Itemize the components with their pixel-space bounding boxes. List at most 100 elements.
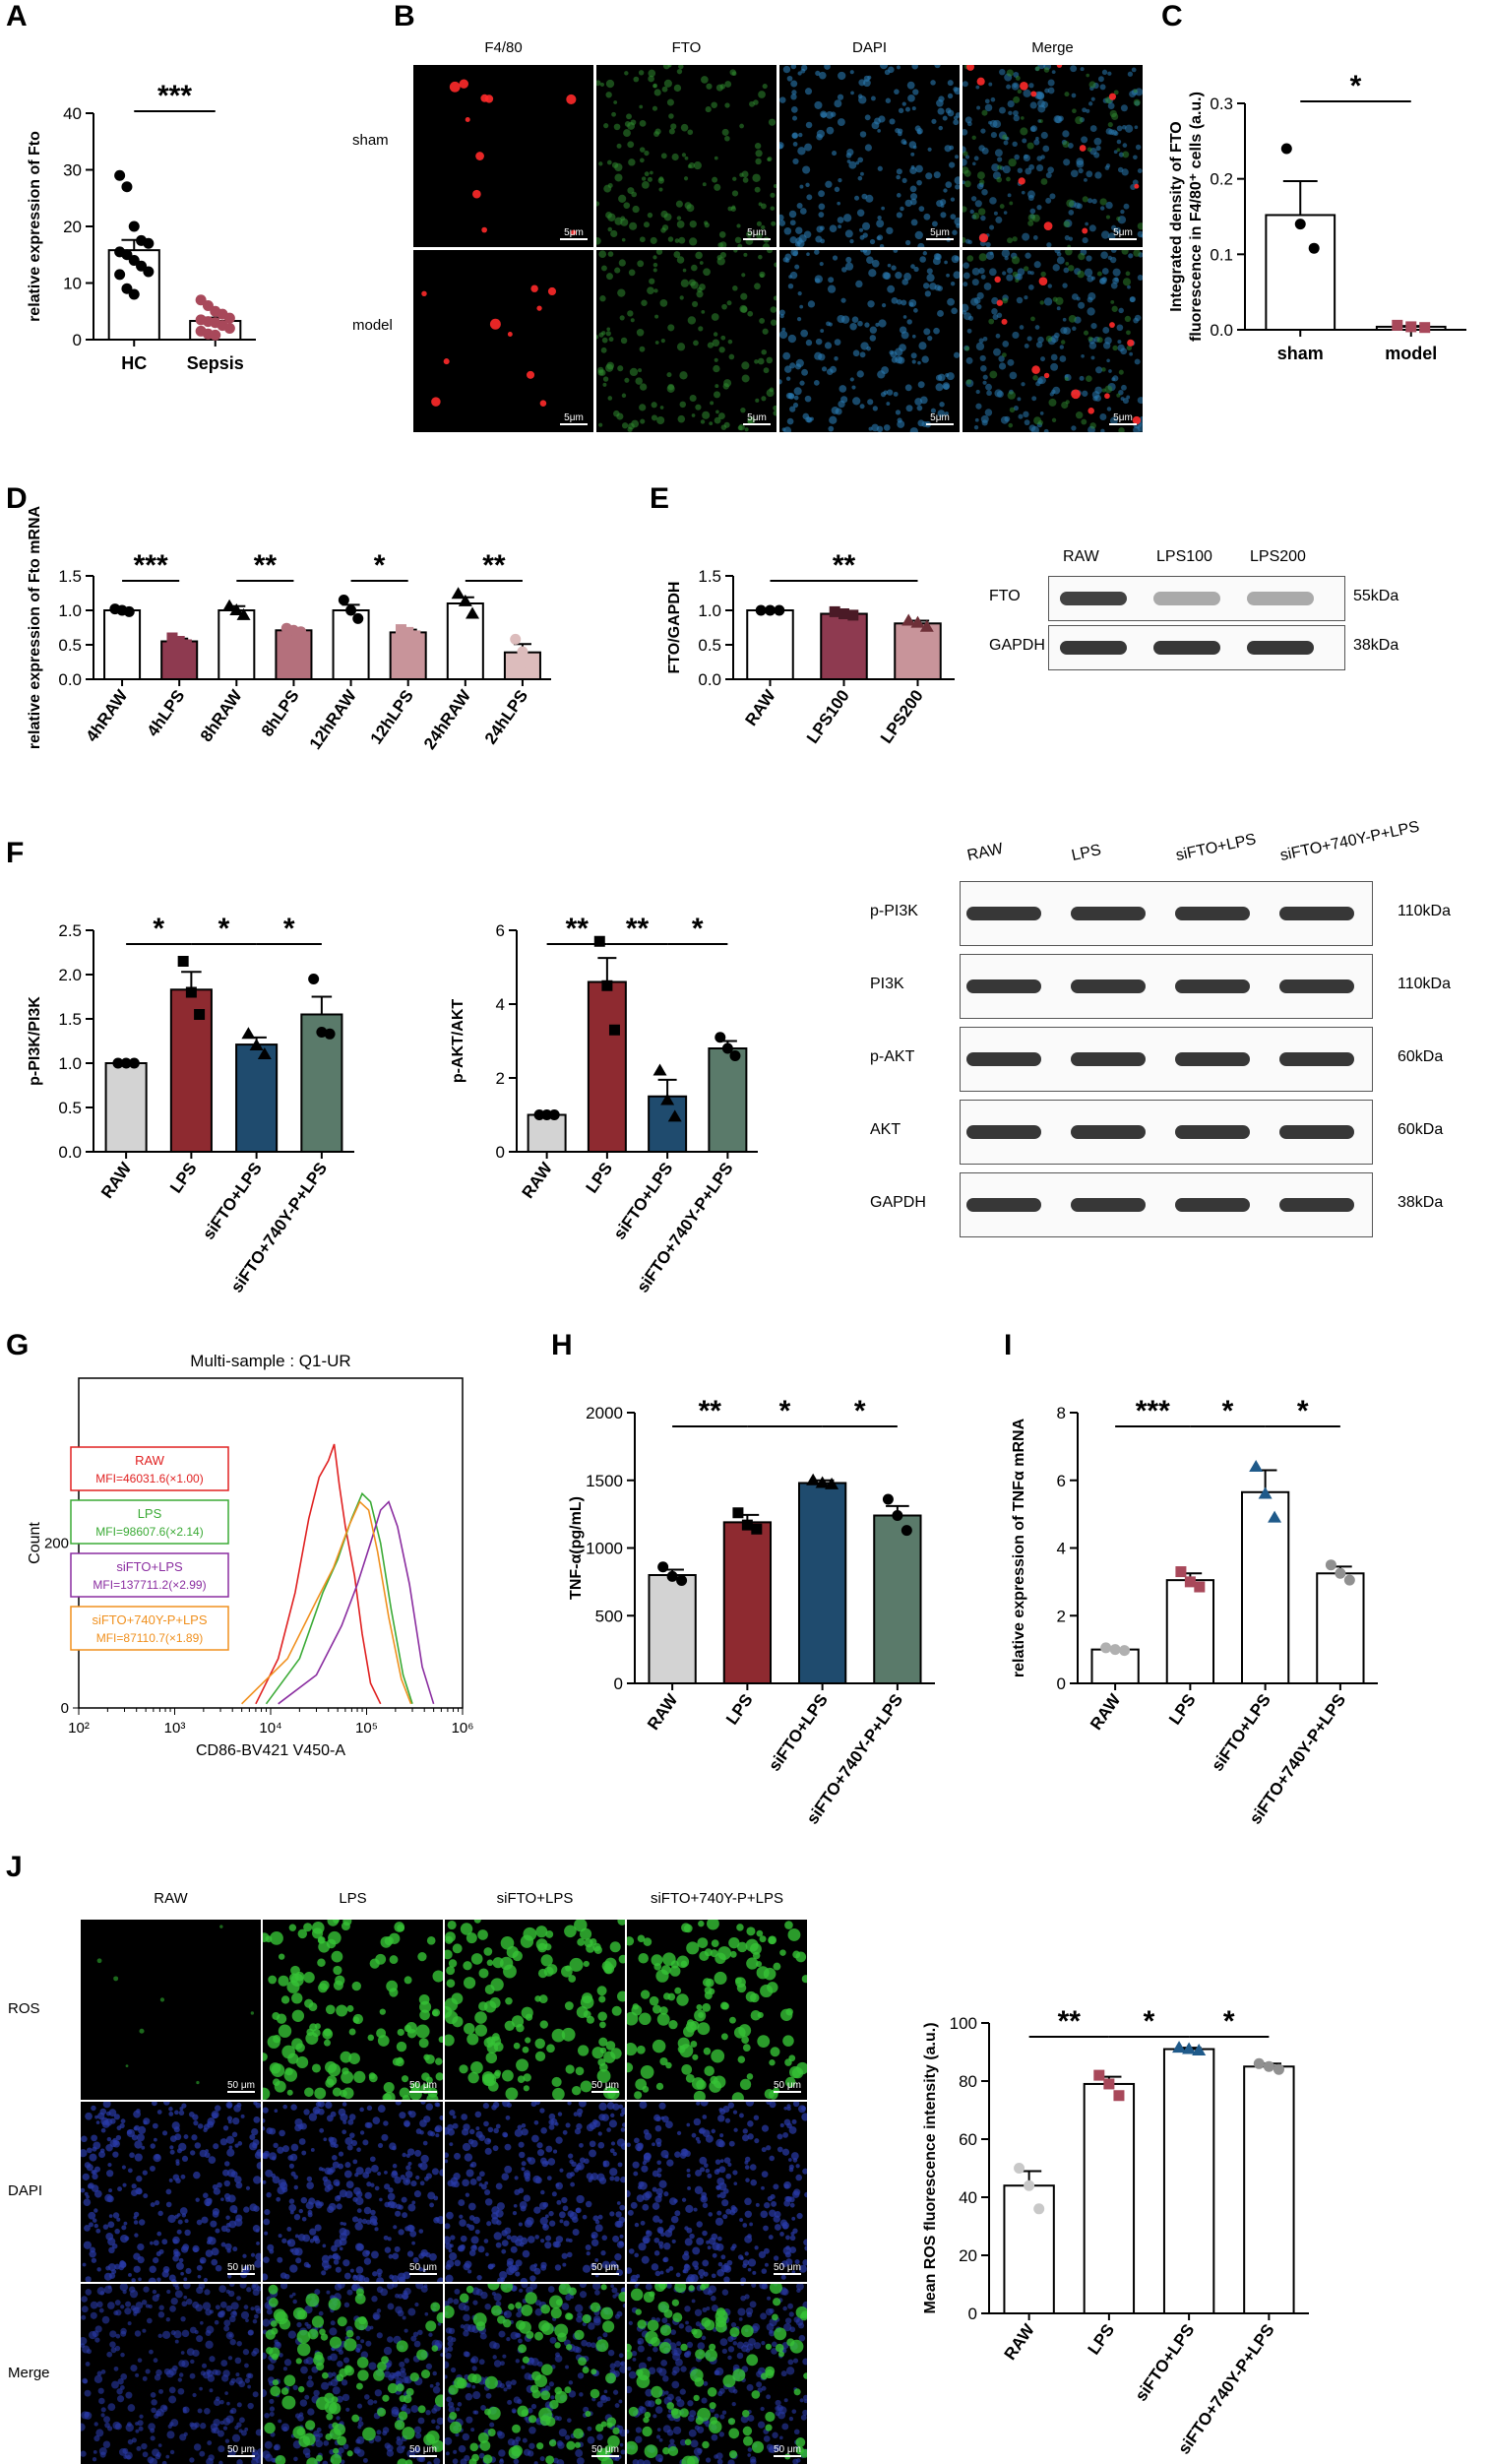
- cell-dot: [685, 2325, 692, 2332]
- cell-dot: [419, 1994, 430, 2005]
- cell-dot: [1061, 340, 1065, 344]
- cell-dot: [384, 2236, 389, 2241]
- cell-dot: [522, 2007, 533, 2019]
- cell-dot: [1022, 138, 1026, 143]
- cell-dot: [945, 373, 949, 377]
- cell-dot: [715, 411, 719, 414]
- cell-dot: [555, 2355, 563, 2363]
- cell-dot: [203, 2302, 211, 2309]
- cell-dot: [605, 92, 611, 97]
- cell-dot: [521, 2366, 525, 2369]
- cell-dot: [431, 2420, 435, 2424]
- cell-dot: [352, 2159, 357, 2164]
- y-tick-label: 40: [959, 2188, 977, 2207]
- significance-label: *: [1223, 2005, 1235, 2038]
- cell-dot: [617, 1991, 625, 2002]
- panel-letter-a: A: [6, 0, 28, 33]
- cell-dot: [713, 339, 720, 347]
- cell-dot: [1031, 365, 1040, 374]
- cell-dot: [757, 221, 762, 226]
- cell-dot: [786, 393, 792, 399]
- cell-dot: [554, 2342, 560, 2348]
- cell-dot: [339, 2369, 347, 2377]
- cell-dot: [1039, 277, 1048, 285]
- cell-dot: [155, 2200, 159, 2205]
- cell-dot: [566, 2122, 571, 2127]
- cell-dot: [263, 2180, 266, 2184]
- cell-dot: [828, 426, 834, 432]
- cell-dot: [1037, 337, 1044, 344]
- cell-dot: [612, 2236, 619, 2243]
- y-tick-label: 8: [1057, 1404, 1066, 1422]
- cell-dot: [733, 2341, 737, 2345]
- cell-dot: [427, 1936, 436, 1945]
- micrograph-tile: 50 μm: [627, 2284, 807, 2464]
- data-point: [1392, 320, 1402, 331]
- cell-dot: [242, 2254, 246, 2258]
- cell-dot: [265, 2170, 273, 2178]
- scale-bar-label: 5μm: [930, 227, 950, 238]
- cell-dot: [525, 2292, 536, 2304]
- cell-dot: [639, 404, 646, 411]
- cell-dot: [624, 71, 628, 75]
- cell-dot: [233, 2105, 241, 2113]
- cell-dot: [1065, 235, 1070, 240]
- cell-dot: [797, 147, 805, 155]
- cell-dot: [637, 2046, 646, 2054]
- cell-dot: [614, 173, 622, 181]
- cell-dot: [162, 2331, 170, 2339]
- cell-dot: [516, 2320, 526, 2330]
- cell-dot: [701, 419, 705, 423]
- cell-dot: [720, 2254, 725, 2259]
- cell-dot: [108, 2188, 112, 2192]
- cell-dot: [595, 2424, 603, 2432]
- scale-bar-label: 50 μm: [409, 2262, 437, 2273]
- cell-dot: [991, 97, 996, 102]
- cell-dot: [972, 213, 979, 220]
- cell-dot: [671, 2381, 679, 2389]
- y-tick-label: 60: [959, 2130, 977, 2149]
- cell-dot: [629, 2248, 635, 2254]
- cell-dot: [985, 242, 990, 247]
- cell-dot: [652, 2347, 658, 2353]
- cell-dot: [782, 2132, 788, 2138]
- cell-dot: [244, 2305, 249, 2309]
- cell-dot: [432, 2010, 438, 2016]
- cell-dot: [1024, 266, 1028, 271]
- cell-dot: [351, 2140, 357, 2146]
- cell-dot: [792, 251, 797, 256]
- cell-dot: [578, 2372, 584, 2378]
- cell-dot: [773, 1963, 780, 1971]
- cell-dot: [703, 2203, 708, 2208]
- cell-dot: [566, 2173, 573, 2180]
- cell-dot: [989, 225, 994, 230]
- cell-dot: [745, 2178, 750, 2182]
- cell-dot: [967, 121, 972, 126]
- cell-dot: [287, 2241, 291, 2244]
- cell-dot: [639, 105, 643, 109]
- cell-dot: [319, 2128, 324, 2133]
- cell-dot: [505, 1997, 513, 2005]
- cell-dot: [303, 2448, 311, 2456]
- cell-dot: [747, 2073, 754, 2080]
- cell-dot: [161, 2239, 167, 2244]
- cell-dot: [464, 2023, 475, 2035]
- cell-dot: [377, 2362, 387, 2371]
- cell-dot: [627, 2142, 631, 2147]
- cell-dot: [137, 2133, 145, 2141]
- cell-dot: [370, 2156, 376, 2162]
- data-point: [667, 1571, 678, 1582]
- cell-dot: [176, 2162, 180, 2166]
- cell-dot: [228, 2356, 232, 2360]
- cell-dot: [179, 2372, 183, 2376]
- cell-dot: [779, 2435, 783, 2439]
- cell-dot: [841, 315, 849, 323]
- cell-dot: [852, 397, 860, 405]
- cell-dot: [241, 2115, 245, 2118]
- micrograph-image: 50 μm: [263, 2284, 443, 2464]
- cell-dot: [1117, 126, 1123, 132]
- cell-dot: [1077, 271, 1085, 279]
- y-tick-label: 200: [44, 1536, 69, 1552]
- cell-dot: [732, 190, 738, 196]
- cell-dot: [93, 2208, 97, 2212]
